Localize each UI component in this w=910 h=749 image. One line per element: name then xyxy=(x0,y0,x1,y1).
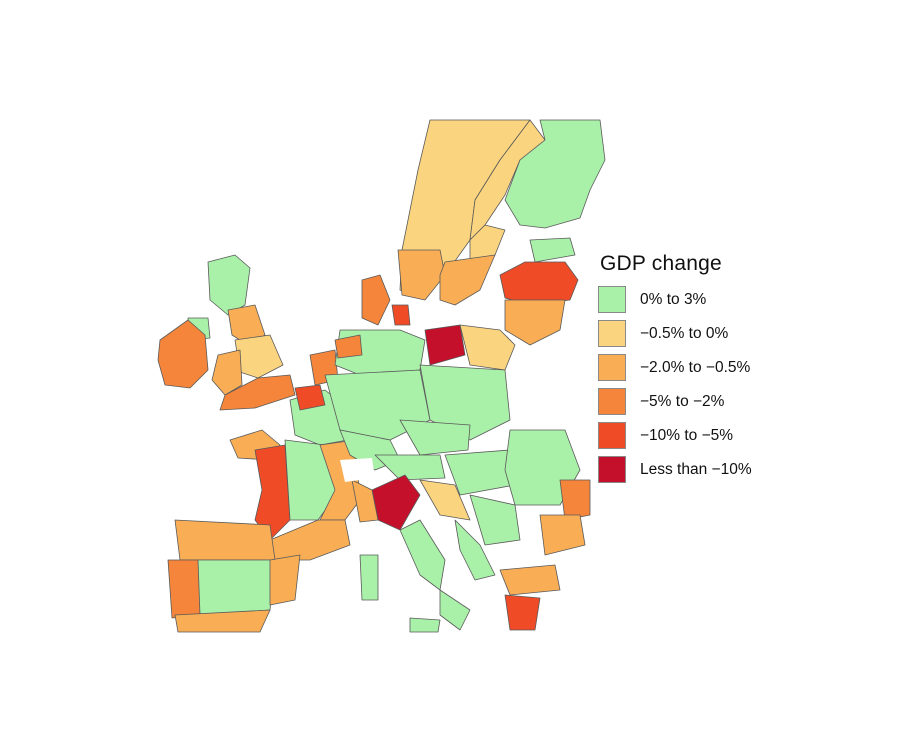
region-poland-ne xyxy=(459,324,516,371)
legend-item-4: −10% to −5% xyxy=(598,422,798,449)
region-greece-south xyxy=(504,594,541,631)
legend-title: GDP change xyxy=(600,252,722,275)
region-poland-mid xyxy=(419,364,511,441)
region-spain-north xyxy=(174,519,276,561)
region-wales xyxy=(211,349,243,396)
legend-swatch-2 xyxy=(598,354,626,381)
region-lithuania xyxy=(504,299,566,346)
region-sardinia xyxy=(359,554,379,601)
region-czechia xyxy=(399,419,471,456)
region-scotland xyxy=(207,254,251,316)
legend-item-0: 0% to 3% xyxy=(598,286,798,313)
legend-swatch-3 xyxy=(598,388,626,415)
region-romania-east xyxy=(559,479,591,521)
legend-label-3: −5% to −2% xyxy=(640,392,725,410)
region-germany-nw xyxy=(334,334,363,359)
region-italy-south xyxy=(439,589,471,631)
legend-swatch-0 xyxy=(598,286,626,313)
map-legend: GDP change 0% to 3% −0.5% to 0% −2.0% to… xyxy=(598,252,798,490)
legend-item-5: Less than −10% xyxy=(598,456,798,483)
legend-swatch-1 xyxy=(598,320,626,347)
region-italy-central xyxy=(399,519,446,591)
region-finland xyxy=(504,119,606,229)
region-estonia xyxy=(529,237,576,263)
region-denmark-islands xyxy=(391,304,411,326)
region-greece-north xyxy=(499,564,561,596)
region-spain-south xyxy=(174,609,271,633)
region-ireland xyxy=(157,319,209,389)
legend-label-2: −2.0% to −0.5% xyxy=(640,358,751,376)
region-spain-central xyxy=(194,559,276,616)
region-norway-south xyxy=(397,249,446,301)
region-italy-nw xyxy=(351,479,379,523)
region-poland-north xyxy=(424,324,466,366)
region-england-mid xyxy=(234,334,284,379)
legend-label-1: −0.5% to 0% xyxy=(640,324,729,342)
region-belgium xyxy=(294,384,326,411)
legend-label-4: −10% to −5% xyxy=(640,426,734,444)
region-switzerland-no-data xyxy=(340,458,375,482)
region-austria xyxy=(374,454,446,481)
region-spain-east xyxy=(269,554,301,606)
region-croatia xyxy=(419,479,471,521)
region-denmark xyxy=(361,274,391,326)
region-italy-north xyxy=(371,474,421,531)
region-bulgaria xyxy=(539,514,586,556)
legend-swatch-4 xyxy=(598,422,626,449)
legend-label-0: 0% to 3% xyxy=(640,290,707,308)
legend-item-2: −2.0% to −0.5% xyxy=(598,354,798,381)
legend-item-1: −0.5% to 0% xyxy=(598,320,798,347)
region-latvia xyxy=(499,261,579,306)
legend-item-3: −5% to −2% xyxy=(598,388,798,415)
region-england-south xyxy=(219,374,296,411)
region-portugal xyxy=(167,559,201,619)
legend-label-5: Less than −10% xyxy=(640,460,752,478)
region-sicily xyxy=(409,617,441,633)
region-sweden-south xyxy=(439,254,496,306)
region-balkan-coast xyxy=(454,519,496,581)
region-serbia xyxy=(469,494,521,546)
legend-swatch-5 xyxy=(598,456,626,483)
